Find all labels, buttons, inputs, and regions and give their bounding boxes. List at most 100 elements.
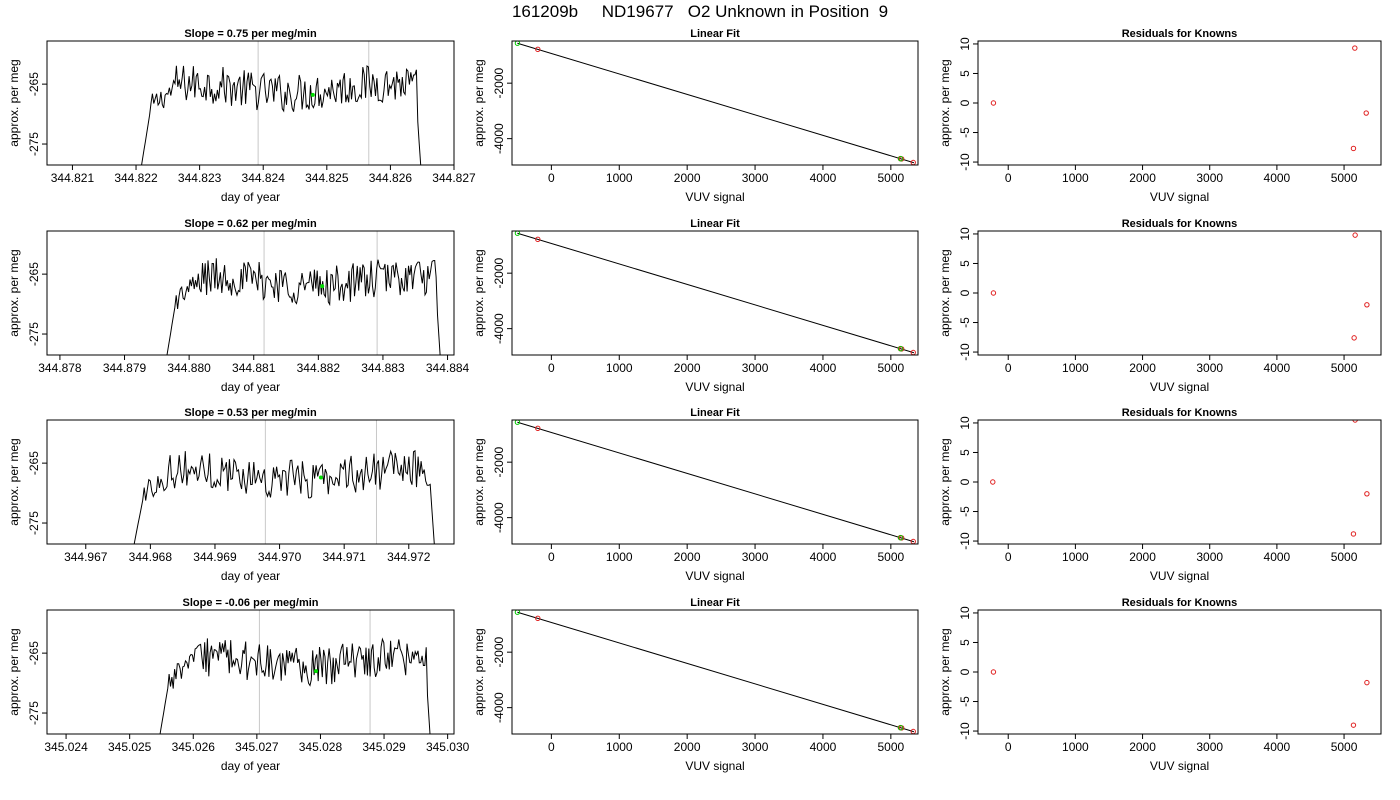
green-marker xyxy=(320,284,325,289)
x-tick-label: 344.822 xyxy=(114,171,158,185)
x-tick-label: 1000 xyxy=(1062,171,1089,185)
y-tick-label: 10 xyxy=(958,416,972,430)
x-tick-label: 3000 xyxy=(1196,740,1223,754)
signal-trace xyxy=(159,637,431,734)
x-tick-label: 345.025 xyxy=(108,740,152,754)
plot-area xyxy=(141,41,422,165)
signal-trace xyxy=(133,449,435,544)
x-tick-label: 0 xyxy=(548,171,555,185)
x-tick-label: 0 xyxy=(1005,550,1012,564)
data-point xyxy=(1350,145,1357,152)
signal-trace xyxy=(166,258,441,355)
green-data-point xyxy=(897,725,904,731)
x-tick-label: 4000 xyxy=(810,361,837,375)
y-tick-label: 5 xyxy=(958,449,972,456)
data-point xyxy=(1352,232,1358,238)
x-axis-label: VUV signal xyxy=(685,759,744,773)
x-tick-label: 4000 xyxy=(810,550,837,564)
plot-frame xyxy=(511,40,919,166)
x-tick-label: 345.028 xyxy=(299,740,343,754)
x-axis-label: day of year xyxy=(221,380,280,394)
y-axis-label: approx. per meg xyxy=(7,628,21,715)
panel-title: Residuals for Knowns xyxy=(1122,28,1238,40)
x-tick-label: 344.827 xyxy=(432,171,476,185)
y-tick-label: -10 xyxy=(958,153,972,171)
y-tick-label: -275 xyxy=(27,132,41,156)
x-tick-label: 0 xyxy=(548,361,555,375)
x-axis-label: VUV signal xyxy=(1150,190,1209,204)
panel-2-2: Linear Fit 0 1000 2000 3000 4000 5000 -2000 -400… xyxy=(472,218,919,394)
y-axis-label: approx. per meg xyxy=(7,249,21,336)
x-tick-label: 2000 xyxy=(1129,550,1156,564)
panel-1-1: Slope = 0.75 per meg/min 344.821 344.822 34… xyxy=(7,28,476,204)
plot-area xyxy=(990,232,1370,341)
x-axis-label: day of year xyxy=(221,759,280,773)
x-tick-label: 4000 xyxy=(810,740,837,754)
plot-frame xyxy=(511,419,919,545)
plot-area xyxy=(133,420,435,544)
data-point xyxy=(1364,302,1370,308)
data-point xyxy=(535,46,541,53)
x-tick-label: 3000 xyxy=(1196,361,1223,375)
y-tick-label: -275 xyxy=(27,322,41,346)
x-tick-label: 344.968 xyxy=(129,550,173,564)
x-tick-label: 2000 xyxy=(674,361,701,375)
x-tick-label: 345.030 xyxy=(426,740,470,754)
plot-frame xyxy=(977,609,1382,735)
x-tick-label: 1000 xyxy=(606,361,633,375)
y-tick-label: -2000 xyxy=(492,446,506,477)
data-point xyxy=(1352,420,1358,423)
y-axis-label: approx. per meg xyxy=(7,59,21,146)
plot-frame xyxy=(977,230,1382,356)
x-tick-label: 4000 xyxy=(1264,740,1291,754)
x-tick-label: 344.883 xyxy=(361,361,405,375)
y-axis-label: approx. per meg xyxy=(472,438,486,525)
x-tick-label: 5000 xyxy=(877,740,904,754)
plot-area xyxy=(990,610,1370,728)
x-tick-label: 344.825 xyxy=(305,171,349,185)
data-point xyxy=(535,425,541,432)
y-tick-label: -5 xyxy=(958,506,972,517)
y-axis-label: approx. per meg xyxy=(938,59,952,146)
plot-frame xyxy=(46,609,455,735)
x-axis-label: day of year xyxy=(221,569,280,583)
y-tick-label: -5 xyxy=(958,127,972,138)
panel-title: Residuals for Knowns xyxy=(1122,597,1238,609)
x-tick-label: 3000 xyxy=(1196,171,1223,185)
y-tick-label: 10 xyxy=(958,37,972,51)
x-tick-label: 3000 xyxy=(742,361,769,375)
x-tick-label: 5000 xyxy=(1331,171,1358,185)
x-tick-label: 1000 xyxy=(1062,550,1089,564)
x-tick-label: 344.881 xyxy=(232,361,276,375)
y-tick-label: 10 xyxy=(958,606,972,620)
panel-title: Linear Fit xyxy=(690,218,740,230)
y-tick-label: -2000 xyxy=(492,257,506,288)
x-tick-label: 345.026 xyxy=(172,740,216,754)
panel-1-3: Residuals for Knowns 0 1000 2000 3000 4000 500… xyxy=(938,28,1382,204)
x-tick-label: 4000 xyxy=(810,171,837,185)
y-tick-label: 0 xyxy=(958,668,972,675)
data-point xyxy=(1364,679,1370,686)
x-tick-label: 1000 xyxy=(606,740,633,754)
x-tick-label: 0 xyxy=(1005,171,1012,185)
x-tick-label: 5000 xyxy=(877,171,904,185)
data-point xyxy=(535,236,541,243)
x-tick-label: 0 xyxy=(548,740,555,754)
plot-area xyxy=(990,45,1369,152)
data-point xyxy=(990,290,997,296)
x-tick-label: 0 xyxy=(1005,740,1012,754)
x-tick-label: 344.878 xyxy=(38,361,82,375)
y-tick-label: 5 xyxy=(958,70,972,77)
y-axis-label: approx. per meg xyxy=(938,249,952,336)
panel-1-2: Linear Fit 0 1000 2000 3000 4000 5000 -2000 -400… xyxy=(472,28,919,204)
plot-area xyxy=(166,231,441,355)
y-tick-label: -4000 xyxy=(492,123,506,154)
green-marker xyxy=(318,475,323,480)
green-data-point xyxy=(897,156,904,162)
panel-title: Residuals for Knowns xyxy=(1122,218,1238,230)
y-axis-label: approx. per meg xyxy=(472,628,486,715)
x-tick-label: 344.824 xyxy=(242,171,286,185)
x-tick-label: 1000 xyxy=(1062,361,1089,375)
y-tick-label: -275 xyxy=(27,701,41,725)
